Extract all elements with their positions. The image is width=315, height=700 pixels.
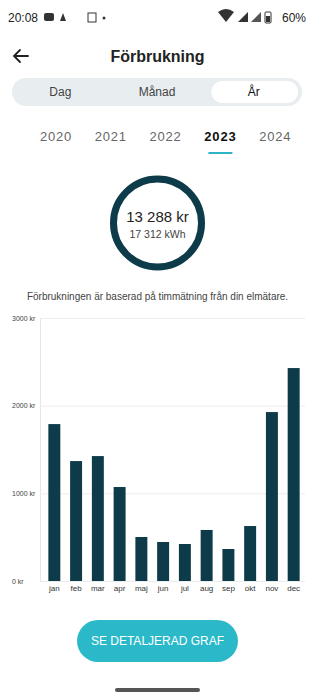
summary-ring [114,179,202,267]
year-underline [208,152,232,154]
x-tick: jul [180,581,189,593]
tab[interactable]: Månad [139,85,176,99]
back-button[interactable] [14,50,28,62]
summary: 13 288 kr 17 312 kWh [114,179,202,267]
x-tick: jan [48,581,60,593]
y-axis: 0 kr 1000 kr 2000 kr 3000 kr [12,315,305,585]
notification-icon [60,13,66,21]
period-tabs: Dag Månad År [12,78,302,106]
grid-line [40,406,305,407]
x-tick: sep [222,581,235,593]
x-tick-label: dec [287,584,300,593]
battery-level [266,16,270,22]
year-option[interactable]: 2024 [259,129,291,144]
x-tick-label: jan [48,584,60,593]
button-label[interactable]: SE DETALJERAD GRAF [91,634,224,648]
notification-dot [103,17,106,20]
bar [114,487,126,581]
signal-icon [251,12,261,22]
x-tick-label: maj [135,584,148,593]
button-background[interactable] [77,620,238,662]
bar [266,412,278,581]
x-tick-label: nov [265,584,278,593]
year-option[interactable]: 2021 [95,129,127,144]
battery-text: 60% [282,11,306,25]
x-tick-label: jul [180,584,189,593]
y-tick-label: 0 kr [12,578,24,585]
notification-icon [88,13,96,22]
wifi-icon [218,9,234,22]
x-tick-label: apr [114,584,126,593]
page-title: Förbrukning [110,48,204,65]
bar [288,368,300,581]
tab[interactable]: År [248,84,260,99]
x-tick-label: jun [157,584,169,593]
x-tick-label: sep [222,584,235,593]
x-axis: jan febmaraprmajjun jul augsep oktnovdec [48,581,300,593]
bar [179,544,191,581]
grid-line [40,581,305,582]
header: Förbrukning [14,48,205,65]
info-note: Förbrukningen är baserad på timmätning f… [27,291,288,302]
x-tick: maj [135,581,148,593]
bar [48,424,60,581]
x-tick-label: okt [245,584,256,593]
x-tick-label: mar [91,584,105,593]
tabs-background [12,78,302,106]
bar [244,526,256,581]
x-tick: feb [71,581,83,593]
app-screen: 20:0860%FörbrukningDagMånadÅr20202021202… [0,0,315,700]
year-option[interactable]: 2023 [204,129,236,144]
x-tick: jun [157,581,169,593]
x-tick: dec [287,581,300,593]
year-option[interactable]: 2022 [150,129,182,144]
bar [201,530,213,581]
y-tick-label: 1000 kr [12,490,36,497]
summary-energy: 17 312 kWh [129,228,185,240]
grid-line [40,318,305,319]
notification-icon [44,13,54,21]
status-time: 20:08 [8,11,38,25]
summary-cost: 13 288 kr [126,208,189,225]
x-tick: mar [91,581,105,593]
status-bar: 20:08 60% [8,9,306,25]
x-tick: aug [200,581,213,593]
chart: 0 kr 1000 kr 2000 kr 3000 kr jan febmaraprmaj… [12,315,305,593]
bar [92,456,104,581]
bar [157,542,169,581]
y-tick: 3000 kr [12,315,305,322]
y-tick-label: 2000 kr [12,402,36,409]
detail-button[interactable]: SE DETALJERAD GRAF [77,620,238,662]
bar [70,461,82,581]
tab-selected-pill[interactable] [211,81,298,103]
tab[interactable]: Dag [49,85,71,99]
x-tick: nov [265,581,278,593]
y-tick: 2000 kr [12,402,305,409]
y-tick-label: 3000 kr [12,315,36,322]
year-option[interactable]: 2020 [40,129,72,144]
signal-icon [238,12,248,22]
bar [222,549,234,581]
bar [135,537,147,581]
x-tick-label: aug [200,584,213,593]
home-indicator [115,688,200,692]
battery-icon [265,12,271,23]
x-tick: apr [114,581,126,593]
year-selector: 2020 2021 2022 2023 2024 [40,129,291,154]
x-tick: okt [245,581,256,593]
x-tick-label: feb [71,584,83,593]
bars [48,368,299,581]
y-axis-line [41,319,306,582]
